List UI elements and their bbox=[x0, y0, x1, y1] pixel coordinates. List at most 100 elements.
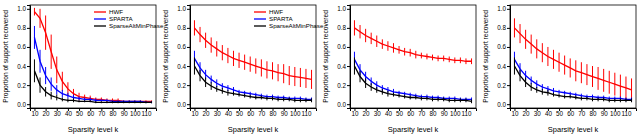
y-tick-label: 0.8 bbox=[17, 24, 26, 31]
error-bar bbox=[51, 77, 52, 90]
y-axis-title: Proportion of support recovered bbox=[482, 10, 490, 103]
error-bar bbox=[151, 100, 152, 102]
x-tick-label: 60 bbox=[407, 110, 415, 117]
error-bar bbox=[283, 64, 284, 83]
error-bar-line bbox=[614, 73, 615, 96]
error-bar-line bbox=[200, 70, 201, 81]
y-tick-mark bbox=[27, 104, 30, 105]
error-bar bbox=[244, 94, 245, 98]
y-axis: 0.00.20.40.60.81.0 bbox=[17, 5, 30, 108]
error-bar bbox=[151, 101, 152, 103]
y-tick-mark bbox=[187, 28, 190, 29]
x-tick-label: 110 bbox=[141, 110, 152, 117]
y-tick: 0.2 bbox=[17, 82, 30, 89]
x-tick: 40 bbox=[545, 108, 553, 117]
error-bar-line bbox=[278, 98, 279, 102]
error-bar bbox=[194, 57, 195, 74]
figure: 1020304050607080901001100.00.20.40.60.81… bbox=[0, 0, 640, 136]
legend-swatch bbox=[254, 18, 266, 19]
error-bar-line bbox=[151, 100, 152, 102]
x-tick-label: 30 bbox=[54, 110, 62, 117]
error-bar-line bbox=[244, 55, 245, 70]
error-bar bbox=[40, 9, 41, 28]
error-bar bbox=[67, 98, 68, 102]
error-bar bbox=[443, 97, 444, 101]
error-bar-line bbox=[598, 98, 599, 102]
error-bar bbox=[84, 100, 85, 102]
error-bar-line bbox=[382, 39, 383, 49]
error-bar-line bbox=[305, 98, 306, 102]
error-bar bbox=[211, 76, 212, 84]
error-bar bbox=[586, 64, 587, 85]
error-bar-line bbox=[51, 77, 52, 90]
error-bar-line bbox=[631, 78, 632, 101]
error-bar-line bbox=[222, 88, 223, 94]
x-tick: 30 bbox=[54, 108, 62, 117]
x-tick-label: 100 bbox=[290, 110, 301, 117]
error-bar-line bbox=[559, 90, 560, 94]
error-bar-line bbox=[620, 75, 621, 98]
error-bar bbox=[553, 50, 554, 69]
error-bar bbox=[266, 97, 267, 101]
error-bar-line bbox=[570, 95, 571, 99]
y-tick-label: 0.4 bbox=[177, 63, 186, 70]
x-tick-label: 60 bbox=[567, 110, 575, 117]
y-tick-label: 0.0 bbox=[177, 101, 186, 108]
x-tick: 90 bbox=[601, 108, 609, 117]
error-bar bbox=[222, 88, 223, 94]
x-tick: 100 bbox=[290, 108, 301, 117]
error-bar bbox=[305, 98, 306, 102]
error-bar bbox=[34, 59, 35, 82]
error-bar bbox=[134, 101, 135, 103]
error-bar bbox=[56, 95, 57, 101]
x-tick-label: 40 bbox=[225, 110, 233, 117]
error-bar bbox=[382, 89, 383, 95]
error-bar bbox=[603, 98, 604, 102]
error-bar-line bbox=[90, 100, 91, 102]
error-bar-line bbox=[531, 77, 532, 85]
x-axis: 102030405060708090100110 bbox=[351, 108, 477, 117]
error-bar-line bbox=[421, 53, 422, 59]
error-bar bbox=[592, 66, 593, 87]
x-tick: 10 bbox=[191, 108, 199, 117]
y-tick-mark bbox=[347, 104, 350, 105]
error-bar-line bbox=[542, 43, 543, 62]
x-axis: 102030405060708090100110 bbox=[191, 108, 317, 117]
y-tick: 0.6 bbox=[177, 43, 190, 50]
error-bar-line bbox=[354, 20, 355, 35]
y-tick: 0.4 bbox=[17, 63, 30, 70]
error-bar bbox=[553, 93, 554, 97]
marks bbox=[194, 20, 311, 102]
error-bar-line bbox=[79, 97, 80, 101]
error-bar-line bbox=[603, 69, 604, 92]
error-bar bbox=[371, 83, 372, 91]
error-bar bbox=[34, 8, 35, 16]
error-bar bbox=[354, 57, 355, 74]
error-bar-line bbox=[514, 57, 515, 74]
error-bar bbox=[79, 93, 80, 101]
error-bar-line bbox=[300, 68, 301, 87]
error-bar bbox=[289, 97, 290, 101]
error-bar-line bbox=[211, 76, 212, 84]
error-bar bbox=[609, 98, 610, 102]
error-bars bbox=[514, 57, 631, 102]
y-axis: 0.00.20.40.60.81.0 bbox=[337, 5, 350, 108]
y-tick: 0.2 bbox=[497, 82, 510, 89]
error-bar bbox=[438, 56, 439, 62]
error-bar bbox=[45, 15, 46, 49]
error-bar-line bbox=[559, 94, 560, 98]
error-bar-line bbox=[129, 100, 130, 102]
error-bar bbox=[559, 53, 560, 72]
error-bar bbox=[294, 67, 295, 86]
error-bar bbox=[564, 95, 565, 99]
x-tick: 40 bbox=[225, 108, 233, 117]
error-bar bbox=[62, 98, 63, 102]
error-bar bbox=[531, 77, 532, 85]
x-axis: 102030405060708090100110 bbox=[511, 108, 637, 117]
y-tick: 1.0 bbox=[497, 5, 510, 12]
error-bar bbox=[79, 97, 80, 101]
y-axis-title: Proportion of support recovered bbox=[162, 10, 170, 103]
error-bar bbox=[278, 98, 279, 102]
error-bar bbox=[614, 98, 615, 102]
x-tick: 70 bbox=[98, 108, 106, 117]
